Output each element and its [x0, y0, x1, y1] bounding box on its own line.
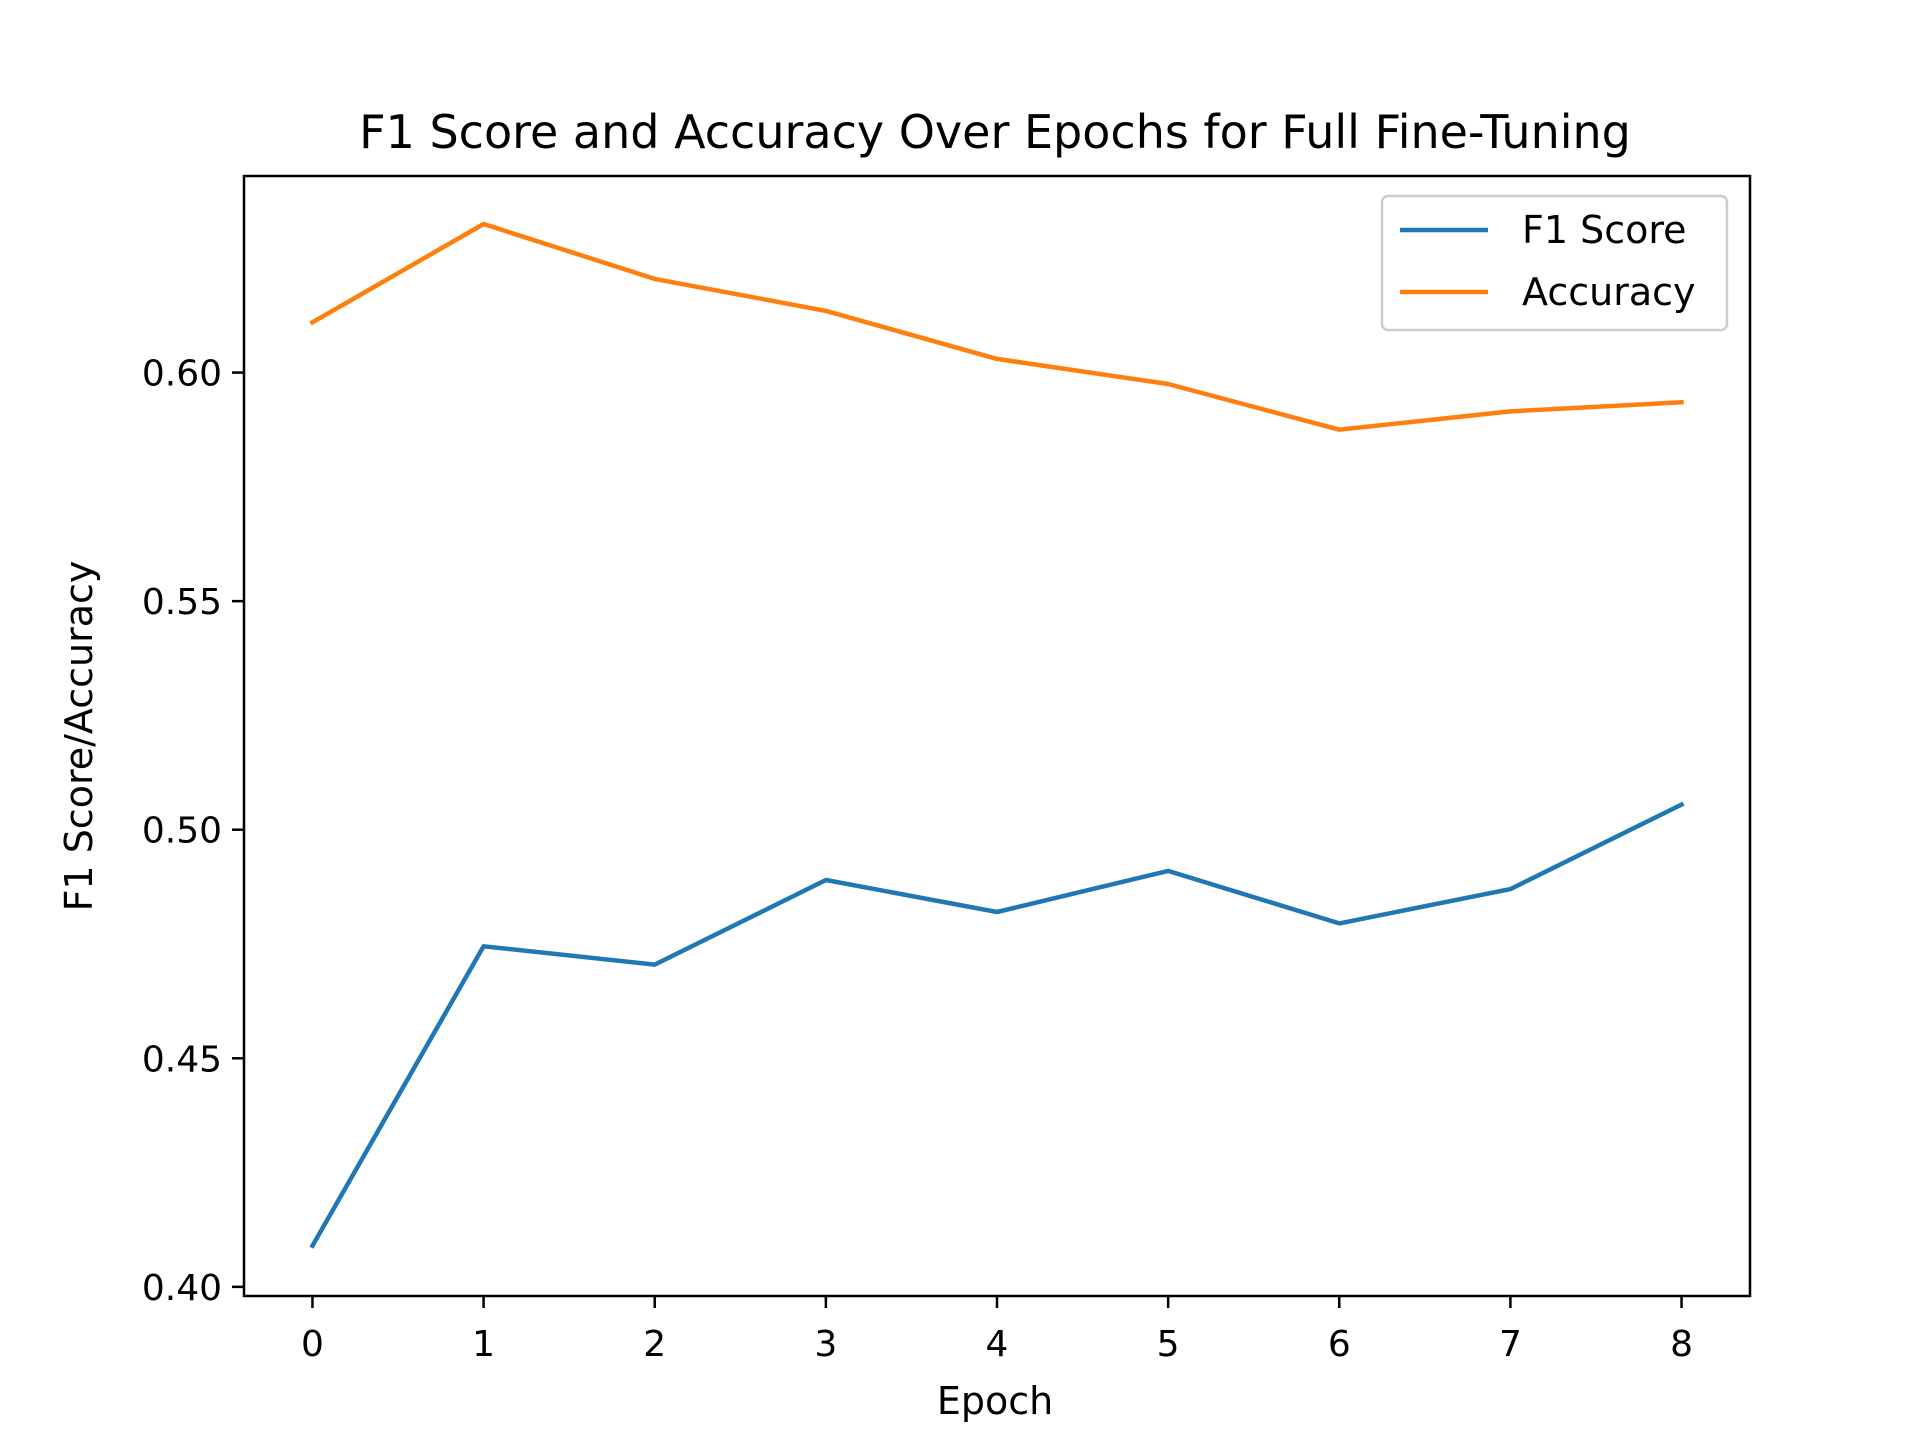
x-tick-label: 6: [1328, 1324, 1351, 1365]
x-tick-label: 7: [1499, 1324, 1522, 1365]
series-line-accuracy: [309, 221, 1684, 432]
x-tick-label: 1: [472, 1324, 495, 1365]
x-axis-label: Epoch: [937, 1379, 1053, 1423]
y-axis-label: F1 Score/Accuracy: [57, 561, 101, 912]
legend: F1 Score Accuracy: [1380, 194, 1729, 332]
x-axis: 0 1 2 3 4 5 6 7 8: [301, 1296, 1693, 1365]
legend-label: Accuracy: [1522, 270, 1696, 314]
y-tick-label: 0.50: [142, 811, 222, 852]
x-tick-label: 4: [986, 1324, 1009, 1365]
y-tick-label: 0.55: [142, 582, 222, 623]
x-tick-label: 2: [643, 1324, 666, 1365]
plot-area: [242, 174, 1752, 1298]
legend-label: F1 Score: [1522, 208, 1687, 252]
x-tick-label: 5: [1157, 1324, 1180, 1365]
y-tick-label: 0.60: [142, 354, 222, 395]
y-axis: 0.40 0.45 0.50 0.55 0.60: [142, 354, 244, 1309]
y-tick-label: 0.45: [142, 1039, 222, 1080]
series-line-f1-score: [309, 801, 1685, 1249]
chart-title: F1 Score and Accuracy Over Epochs for Fu…: [359, 105, 1631, 159]
x-tick-label: 8: [1670, 1324, 1693, 1365]
x-tick-label: 0: [301, 1324, 324, 1365]
x-tick-label: 3: [814, 1324, 837, 1365]
series-lines: [309, 221, 1685, 1249]
y-tick-label: 0.40: [142, 1268, 222, 1309]
